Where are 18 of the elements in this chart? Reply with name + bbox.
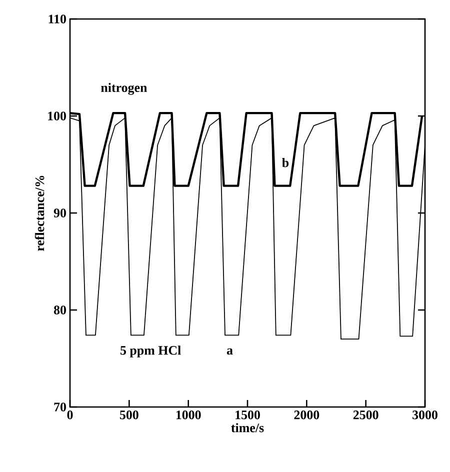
y-tick-label: 70 (54, 402, 66, 412)
annotation: b (282, 158, 289, 168)
y-tick-label: 110 (48, 14, 66, 24)
y-axis-title: reflectance/% (34, 176, 44, 252)
x-tick-label: 1000 (176, 410, 201, 420)
y-tick-label: 80 (54, 306, 66, 314)
annotation: a (226, 348, 233, 355)
x-tick-label: 3000 (412, 410, 438, 420)
annotation: nitrogen (101, 82, 148, 95)
y-tick-label: 90 (54, 208, 66, 218)
y-tick-label: 100 (48, 112, 66, 120)
x-tick-label: 1500 (236, 410, 260, 420)
x-tick-label: 0 (67, 410, 73, 420)
x-tick-label: 500 (120, 410, 138, 420)
x-axis-title: time/s (231, 423, 264, 432)
x-tick-label: 2000 (294, 410, 320, 420)
x-tick-label: 2500 (353, 410, 378, 420)
annotation: 5 ppm HCl (120, 346, 181, 358)
